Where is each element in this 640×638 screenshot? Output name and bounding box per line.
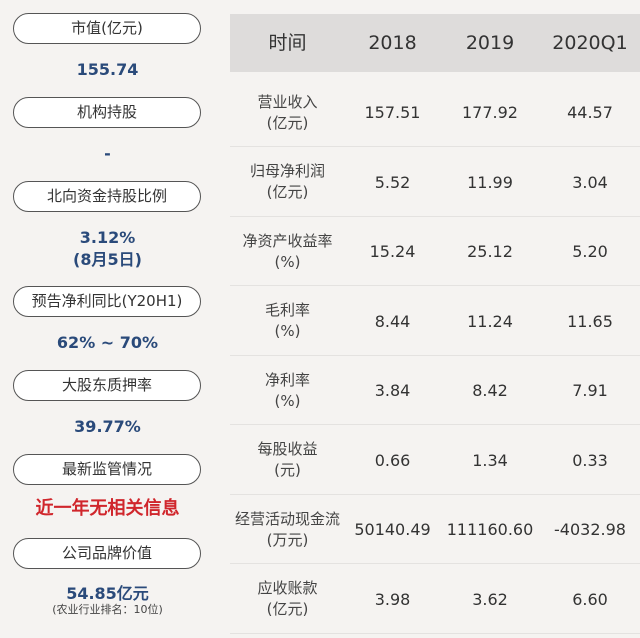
row-label: 净资产收益率 (%) (230, 217, 345, 286)
table-cell: 11.99 (467, 172, 513, 192)
table-row: 归母净利润 (亿元) 5.52 11.99 3.04 (230, 148, 640, 217)
table-cell: 5.52 (374, 172, 411, 192)
institution-holding-label: 机构持股 (13, 97, 201, 128)
row-label: 净利率 (%) (230, 356, 345, 425)
row-label-name: 归母净利润 (249, 162, 325, 180)
table-cell: 11.65 (567, 311, 613, 331)
table-cell: 3.98 (374, 589, 411, 609)
table-cell: 50140.49 (354, 520, 431, 539)
market-cap-label: 市值(亿元) (13, 13, 201, 44)
header-2018: 2018 (368, 32, 417, 54)
market-cap-value: 155.74 (76, 60, 139, 79)
header-period: 时间 (268, 32, 307, 54)
brand-ranking-note: (农业行业排名：10位) (52, 603, 163, 616)
table-cell: 111160.60 (446, 520, 534, 539)
table-cell: 44.57 (567, 103, 613, 122)
row-label-unit: (亿元) (266, 113, 309, 132)
profit-forecast-value: 62% ~ 70% (56, 333, 159, 352)
table-row: 净资产收益率 (%) 15.24 25.12 5.20 (230, 217, 640, 286)
row-label-name: 净利率 (264, 370, 310, 389)
table-cell: 5.20 (572, 242, 608, 261)
brand-value-value: 54.85亿元 (66, 584, 149, 603)
brand-value-label: 公司品牌价值 (13, 538, 201, 569)
pledge-ratio-label: 大股东质押率 (13, 370, 201, 401)
institution-holding-value: - (104, 144, 111, 163)
row-label-name: 经营活动现金流 (234, 509, 340, 528)
pledge-ratio-value: 39.77% (74, 417, 141, 436)
northbound-holding-value: 3.12% (79, 228, 136, 247)
row-label-name: 毛利率 (264, 301, 310, 319)
table-cell: 11.24 (467, 311, 513, 331)
row-label-unit: (亿元) (266, 600, 309, 618)
row-label-name: 净资产收益率 (242, 231, 333, 250)
table-cell: 8.44 (374, 311, 411, 331)
table-row: 毛利率 (%) 8.44 11.24 11.65 (230, 287, 640, 356)
table-cell: -4032.98 (554, 520, 626, 539)
table-cell: 157.51 (364, 103, 421, 122)
table-cell: 8.42 (472, 381, 508, 400)
table-cell: 15.24 (369, 242, 416, 261)
table-row: 营业收入 (亿元) 157.51 177.92 44.57 (230, 78, 640, 147)
row-label: 每股收益 (元) (230, 426, 345, 495)
row-label-name: 营业收入 (257, 92, 318, 111)
row-label-name: 应收账款 (257, 579, 318, 597)
row-label-unit: (%) (274, 252, 301, 271)
table-header: 时间 2018 2019 2020Q1 (230, 14, 640, 72)
table-cell: 0.33 (572, 450, 608, 470)
table-row: 每股收益 (元) 0.66 1.34 0.33 (230, 426, 640, 495)
row-label-unit: (%) (274, 322, 301, 340)
table-cell: 177.92 (462, 103, 518, 122)
row-label: 经营活动现金流 (万元) (230, 495, 345, 564)
row-label-unit: (万元) (266, 530, 309, 549)
table-cell: 0.66 (374, 450, 411, 470)
row-label: 营业收入 (亿元) (230, 78, 345, 147)
row-label-name: 每股收益 (257, 440, 318, 458)
row-label-unit: (亿元) (266, 183, 309, 201)
row-label-unit: (%) (274, 391, 301, 410)
header-2020q1: 2020Q1 (552, 32, 628, 54)
table-cell: 3.84 (374, 381, 411, 400)
table-cell: 7.91 (572, 381, 608, 400)
regulatory-status-label: 最新监管情况 (13, 454, 201, 485)
profit-forecast-label: 预告净利同比(Y20H1) (13, 286, 201, 317)
header-2019: 2019 (465, 32, 515, 54)
table-cell: 1.34 (472, 450, 508, 470)
regulatory-status-value: 近一年无相关信息 (35, 498, 180, 519)
northbound-holding-label: 北向资金持股比例 (13, 181, 201, 212)
row-label: 毛利率 (%) (230, 287, 345, 356)
table-cell: 3.04 (572, 172, 608, 192)
row-label-unit: (元) (274, 461, 301, 479)
row-label: 应收账款 (亿元) (230, 565, 345, 634)
stock-summary-panel: 市值(亿元) 155.74 机构持股 - 北向资金持股比例 3.12% (8月5… (0, 0, 215, 638)
table-cell: 25.12 (467, 242, 513, 261)
table-row: 经营活动现金流 (万元) 50140.49 111160.60 -4032.98 (230, 495, 640, 564)
table-cell: 6.60 (572, 589, 608, 609)
table-cell: 3.62 (472, 589, 508, 609)
northbound-holding-date: (8月5日) (73, 250, 142, 269)
row-label: 归母净利润 (亿元) (230, 148, 345, 217)
table-row: 应收账款 (亿元) 3.98 3.62 6.60 (230, 565, 640, 634)
table-row: 净利率 (%) 3.84 8.42 7.91 (230, 356, 640, 425)
